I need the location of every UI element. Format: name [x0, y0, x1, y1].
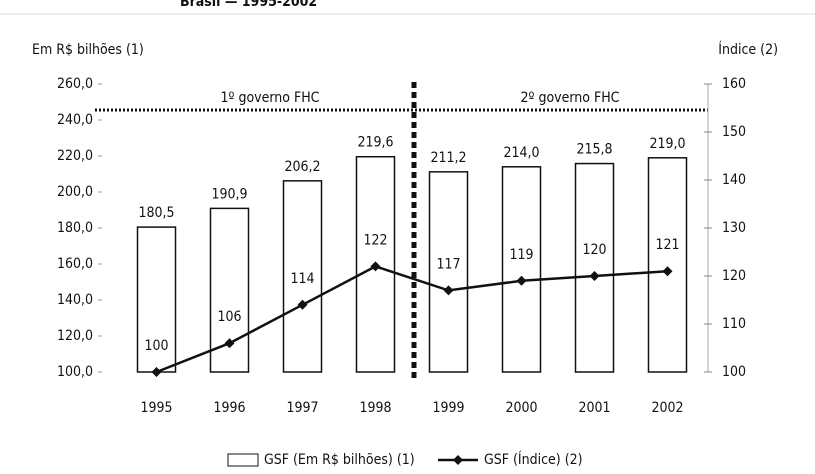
bar-value-label: 219,6 [357, 135, 393, 151]
legend-marker [453, 455, 463, 465]
y-tick-label: 120,0 [57, 328, 93, 344]
x-tick-label: 1996 [213, 400, 245, 416]
x-tick-label: 2002 [651, 400, 683, 416]
bar-value-label: 180,5 [138, 205, 174, 221]
x-tick-label: 1999 [432, 400, 464, 416]
legend-label: GSF (Índice) (2) [484, 451, 583, 468]
y-tick-label: 240,0 [57, 112, 93, 128]
line-value-label: 120 [582, 242, 606, 258]
bar [282, 180, 323, 373]
line-value-label: 122 [363, 232, 387, 248]
y2-tick-label: 140 [722, 172, 746, 188]
y2-axis-label: Índice (2) [718, 41, 778, 58]
bar [574, 162, 615, 373]
bar-value-label: 214,0 [503, 145, 539, 161]
y-axis-label: Em R$ bilhões (1) [32, 42, 144, 58]
legend-label: GSF (Em R$ bilhões) (1) [264, 452, 415, 468]
y-tick-label: 260,0 [57, 76, 93, 92]
line-value-label: 100 [144, 338, 168, 354]
bar-value-label: 206,2 [284, 159, 320, 175]
y-tick-label: 100,0 [57, 364, 93, 380]
y2-tick-label: 110 [722, 316, 746, 332]
y2-tick-label: 160 [722, 76, 746, 92]
legend-swatch [227, 453, 259, 467]
bar [428, 171, 469, 373]
line-value-label: 119 [509, 247, 533, 263]
line-value-label: 121 [655, 237, 679, 253]
y-tick-label: 220,0 [57, 148, 93, 164]
line-marker [589, 271, 600, 281]
x-tick-label: 2000 [505, 400, 537, 416]
y2-tick-label: 130 [722, 220, 746, 236]
line-value-label: 114 [290, 271, 314, 287]
line-marker [516, 275, 527, 286]
y2-tick-label: 120 [722, 268, 746, 284]
x-tick-label: 1997 [286, 400, 318, 416]
line-marker [151, 367, 162, 377]
y2-tick-label: 100 [722, 364, 746, 380]
line-marker [662, 266, 673, 277]
y-tick-label: 200,0 [57, 184, 93, 200]
line-marker [224, 338, 235, 349]
line-marker [443, 285, 454, 296]
chart-title: Brasil — 1995-2002 [180, 0, 317, 10]
bar-value-label: 190,9 [211, 186, 247, 202]
line-marker [370, 261, 381, 272]
x-tick-label: 1995 [140, 400, 172, 416]
y-tick-label: 180,0 [57, 220, 93, 236]
y2-tick-label: 150 [722, 124, 746, 140]
line-value-label: 117 [436, 256, 460, 272]
annotation: 1º governo FHC [221, 90, 320, 106]
bar-value-label: 211,2 [430, 150, 466, 166]
bar [501, 166, 542, 373]
line-marker [297, 299, 308, 310]
x-tick-label: 1998 [359, 400, 391, 416]
annotation: 2º governo FHC [521, 90, 620, 106]
bar [647, 157, 688, 373]
y-tick-label: 160,0 [57, 256, 93, 272]
line [156, 265, 668, 374]
line-value-label: 106 [217, 309, 241, 325]
x-tick-label: 2001 [578, 400, 610, 416]
y-tick-label: 140,0 [57, 292, 93, 308]
bar-value-label: 219,0 [649, 136, 685, 152]
bar-value-label: 215,8 [576, 142, 612, 158]
